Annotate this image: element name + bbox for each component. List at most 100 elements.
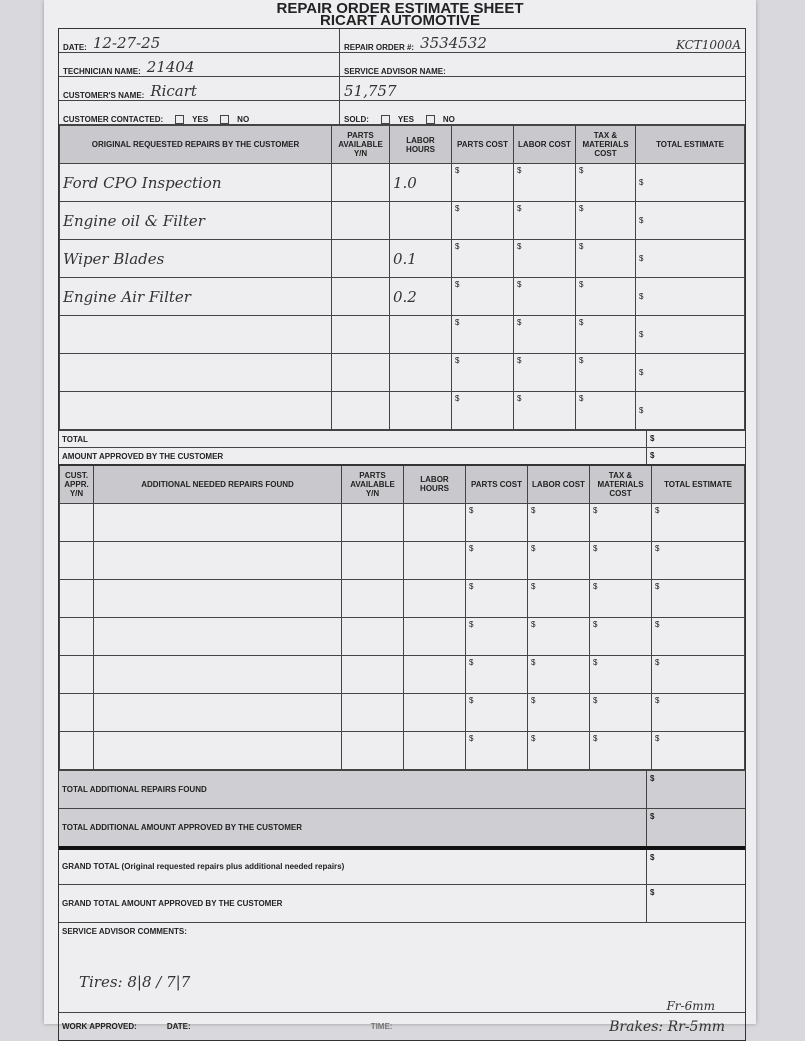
additional-approved-amount: $ xyxy=(646,808,742,846)
total-additional-row: TOTAL ADDITIONAL REPAIRS FOUND $ xyxy=(59,769,745,808)
labor-hours-cell xyxy=(403,616,466,656)
additional-header-row: CUST. APPR. Y/N ADDITIONAL NEEDED REPAIR… xyxy=(59,464,745,504)
approval-cell xyxy=(59,730,94,770)
labor-cost-cell: $ xyxy=(527,616,590,656)
work-approved-label: WORK APPROVED: xyxy=(62,1021,137,1031)
approval-cell xyxy=(59,616,94,656)
table-row: $ $ $ $ xyxy=(59,692,745,732)
parts-available-cell xyxy=(331,163,390,202)
total-additional-amount: $ xyxy=(646,770,742,808)
parts-cost-cell: $ xyxy=(451,277,514,316)
time-label: TIME: xyxy=(370,1021,393,1031)
parts-available-cell xyxy=(341,730,404,770)
parts-cost-cell: $ xyxy=(451,163,514,202)
approval-cell xyxy=(59,692,94,732)
tax-cell: $ xyxy=(589,502,652,542)
parts-cost-cell: $ xyxy=(465,654,528,694)
date-value: 12-27-25 xyxy=(92,34,161,52)
additional-approved-row: TOTAL ADDITIONAL AMOUNT APPROVED BY THE … xyxy=(59,807,745,846)
contacted-yes-checkbox[interactable] xyxy=(175,115,185,124)
repair-cell: Engine Air Filter xyxy=(59,277,332,316)
parts-cost-cell: $ xyxy=(465,616,528,656)
sold-yes-checkbox[interactable] xyxy=(380,115,390,124)
original-total-row: TOTAL $ xyxy=(59,430,745,447)
original-header-row: ORIGINAL REQUESTED REPAIRS BY THE CUSTOM… xyxy=(59,125,745,164)
total-estimate-cell: $ xyxy=(651,540,745,580)
repair-cell: Ford CPO Inspection xyxy=(59,163,332,202)
col-header: CUST. APPR. Y/N xyxy=(59,464,94,504)
tax-cell: $ xyxy=(575,201,636,240)
labor-cost-cell: $ xyxy=(513,315,576,354)
parts-cost-cell: $ xyxy=(465,540,528,580)
contacted-no-checkbox[interactable] xyxy=(220,115,230,124)
repair-cell xyxy=(59,315,332,354)
col-header: TOTAL ESTIMATE xyxy=(635,125,745,164)
tax-cell: $ xyxy=(575,315,636,354)
technician-value: 21404 xyxy=(146,58,195,76)
labor-cost-cell: $ xyxy=(513,391,576,430)
table-row: $ $ $ $ xyxy=(59,315,745,354)
parts-cost-cell: $ xyxy=(451,315,514,354)
labor-hours-cell xyxy=(403,502,466,542)
tax-cell: $ xyxy=(575,391,636,430)
table-row: $ $ $ $ xyxy=(59,730,745,770)
parts-available-cell xyxy=(341,616,404,656)
total-estimate-cell: $ xyxy=(635,239,745,278)
original-approved-row: AMOUNT APPROVED BY THE CUSTOMER $ xyxy=(59,447,745,464)
no-label: NO xyxy=(442,115,455,124)
labor-cost-cell: $ xyxy=(527,578,590,618)
table-row: $ $ $ $ xyxy=(59,353,745,392)
col-header: LABOR HOURS xyxy=(389,125,452,164)
labor-cost-cell: $ xyxy=(513,277,576,316)
total-estimate-cell: $ xyxy=(635,201,745,240)
col-header: LABOR HOURS xyxy=(403,464,466,504)
labor-cost-cell: $ xyxy=(527,654,590,694)
approved-label: AMOUNT APPROVED BY THE CUSTOMER xyxy=(62,451,224,461)
repair-cell xyxy=(93,730,342,770)
grand-approved-label: GRAND TOTAL AMOUNT APPROVED BY THE CUSTO… xyxy=(62,898,283,908)
col-header: PARTS AVAILABLE Y/N xyxy=(341,464,404,504)
customer-field: CUSTOMER'S NAME: Ricart xyxy=(59,77,339,101)
sold-no-checkbox[interactable] xyxy=(425,115,435,124)
total-estimate-cell: $ xyxy=(651,654,745,694)
repair-cell xyxy=(59,391,332,430)
col-header: PARTS COST xyxy=(451,125,514,164)
col-header: TOTAL ESTIMATE xyxy=(651,464,745,504)
total-estimate-cell: $ xyxy=(635,391,745,430)
technician-label: TECHNICIAN NAME: xyxy=(63,67,141,76)
comments-label: SERVICE ADVISOR COMMENTS: xyxy=(62,926,187,936)
tax-cell: $ xyxy=(575,239,636,278)
grand-approved-row: GRAND TOTAL AMOUNT APPROVED BY THE CUSTO… xyxy=(59,883,745,922)
form-body: DATE: 12-27-25 REPAIR ORDER #: 3534532 KCT1… xyxy=(58,28,746,1041)
total-additional-label: TOTAL ADDITIONAL REPAIRS FOUND xyxy=(62,784,207,794)
repair-cell xyxy=(93,578,342,618)
parts-available-cell xyxy=(341,578,404,618)
tax-cell: $ xyxy=(575,277,636,316)
additional-approved-label: TOTAL ADDITIONAL AMOUNT APPROVED BY THE … xyxy=(62,822,303,832)
labor-cost-cell: $ xyxy=(513,163,576,202)
total-estimate-cell: $ xyxy=(635,163,745,202)
brakes-front-note: Fr-6mm xyxy=(666,998,715,1013)
labor-hours-cell: 1.0 xyxy=(389,163,452,202)
table-row: Ford CPO Inspection 1.0 $ $ $ $ xyxy=(59,163,745,202)
table-row: Engine oil & Filter $ $ $ $ xyxy=(59,201,745,240)
approval-cell xyxy=(59,540,94,580)
parts-cost-cell: $ xyxy=(451,201,514,240)
labor-cost-cell: $ xyxy=(527,692,590,732)
col-header: TAX & MATERIALS COST xyxy=(589,464,652,504)
tax-cell: $ xyxy=(589,654,652,694)
repair-cell xyxy=(93,616,342,656)
labor-hours-cell xyxy=(403,578,466,618)
vehicle-code: KCT1000A xyxy=(675,38,741,52)
table-row: $ $ $ $ xyxy=(59,578,745,618)
tires-note: Tires: 8|8 / 7|7 xyxy=(79,972,191,991)
parts-available-cell xyxy=(341,692,404,732)
col-header: LABOR COST xyxy=(513,125,576,164)
total-estimate-cell: $ xyxy=(651,616,745,656)
approval-cell xyxy=(59,578,94,618)
original-repairs-table: ORIGINAL REQUESTED REPAIRS BY THE CUSTOM… xyxy=(59,125,745,430)
parts-cost-cell: $ xyxy=(465,692,528,732)
table-row: Engine Air Filter 0.2 $ $ $ $ xyxy=(59,277,745,316)
no-label: NO xyxy=(237,115,250,124)
labor-cost-cell: $ xyxy=(513,353,576,392)
